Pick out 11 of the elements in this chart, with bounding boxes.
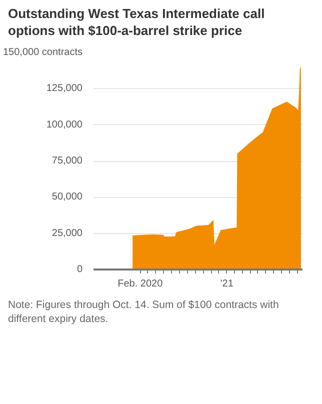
y-tick-label: 150,000 contracts (3, 46, 83, 58)
x-tick-label: '21 (220, 278, 234, 290)
y-tick-label: 0 (76, 264, 83, 275)
y-tick-label: 100,000 (46, 119, 83, 130)
y-tick-label: 50,000 (52, 191, 83, 202)
text: Note: Figures through Oct. 14. Sum of $100 contracts with different expiry dates. (8, 298, 280, 326)
y-tick-label: 125,000 (46, 82, 83, 94)
chart-title: Outstanding West Texas Intermediate call options with $100-a-barrel strike price (8, 6, 266, 40)
y-tick-label: 75,000 (52, 155, 83, 166)
y-tick-label: 25,000 (52, 228, 83, 239)
x-tick-label: Feb. 2020 (118, 278, 164, 290)
